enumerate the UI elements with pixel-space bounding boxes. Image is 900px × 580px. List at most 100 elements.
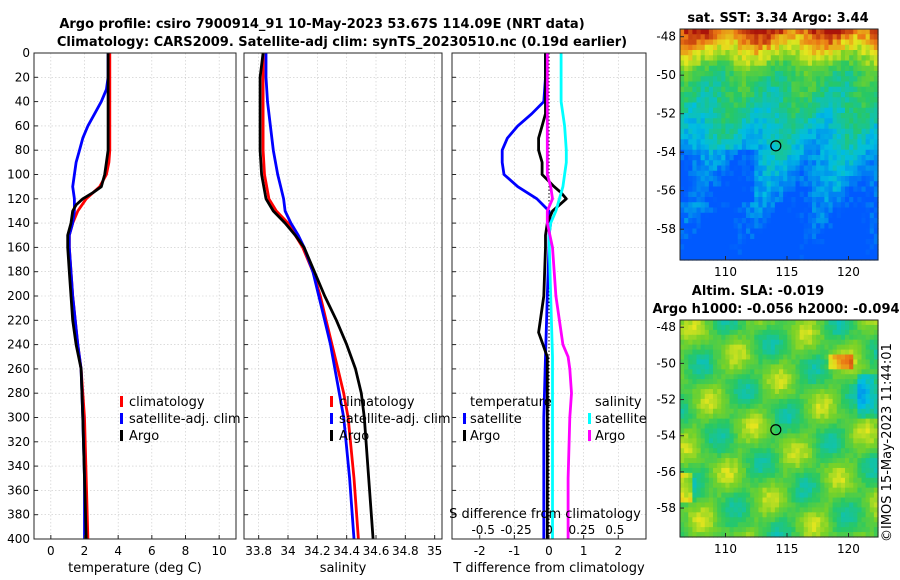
map-cell (779, 249, 784, 256)
map-cell (803, 254, 809, 261)
map-cell (721, 202, 726, 209)
map-cell (832, 76, 838, 83)
map-cell (733, 344, 739, 351)
map-cell (787, 160, 792, 167)
map-cell (696, 65, 702, 72)
map-cell (807, 487, 813, 494)
map-cell (729, 197, 735, 203)
map-cell (750, 492, 755, 499)
map-cell (713, 517, 718, 523)
map-cell (725, 443, 731, 449)
map-cell (704, 418, 710, 425)
map-cell (873, 418, 879, 425)
map-cell (779, 320, 784, 326)
map-cell (832, 527, 838, 533)
map-cell (713, 244, 718, 251)
map-cell (729, 443, 735, 449)
map-cell (696, 507, 702, 513)
map-cell (684, 55, 689, 62)
map-cell (770, 50, 776, 56)
map-cell (766, 34, 772, 41)
map-cell (692, 467, 698, 474)
map-cell (741, 463, 747, 469)
map-cell (783, 487, 788, 494)
map-cell (717, 244, 722, 251)
map-cell (688, 463, 693, 469)
map-cell (783, 527, 788, 533)
map-cell (770, 212, 776, 219)
map-cell (692, 81, 698, 88)
map-cell (861, 197, 867, 203)
map-cell (849, 527, 854, 533)
map-cell (746, 492, 751, 499)
map-cell (812, 244, 817, 251)
legend-climatology: climatology (129, 395, 205, 410)
map-cell (828, 379, 834, 385)
map-cell (840, 359, 846, 365)
map-cell (787, 39, 792, 46)
map-cell (869, 118, 875, 125)
map-cell (741, 389, 747, 395)
map-cell (754, 165, 759, 172)
map-cell (873, 29, 879, 35)
series-s-satellite (547, 53, 568, 539)
map-cell (869, 467, 875, 474)
map-cell (746, 384, 751, 390)
map-cell (807, 170, 813, 177)
map-cell (824, 448, 830, 454)
map-cell (787, 76, 792, 83)
map-cell (869, 254, 875, 261)
legend-t-argo-swatch (463, 430, 466, 441)
map-cell (799, 364, 805, 370)
map-cell (783, 517, 788, 523)
map-cell (688, 512, 693, 518)
map-cell (737, 413, 743, 420)
map-cell (807, 393, 813, 400)
map-cell (741, 453, 747, 459)
map-cell (729, 389, 735, 395)
map-cell (754, 76, 759, 83)
map-cell (741, 128, 747, 135)
map-cell (787, 369, 792, 375)
map-cell (770, 463, 776, 469)
map-cell (845, 92, 850, 98)
map-cell (770, 458, 776, 464)
map-cell (857, 374, 863, 380)
map-cell (774, 244, 780, 251)
map-cell (774, 65, 780, 72)
map-cell (795, 344, 801, 351)
map-cell (853, 202, 858, 209)
map-cell (803, 44, 809, 51)
map-cell (754, 482, 759, 489)
map-cell (750, 181, 755, 188)
map-cell (803, 149, 809, 156)
map-cell (787, 181, 792, 188)
map-cell (795, 527, 801, 533)
map-cell (704, 467, 710, 474)
map-cell (799, 202, 805, 209)
map-cell (865, 155, 871, 161)
map-cell (853, 487, 858, 494)
map-cell (766, 413, 772, 420)
map-cell (741, 71, 747, 77)
map-cell (684, 86, 689, 93)
map-cell (762, 181, 768, 188)
map-cell (741, 170, 747, 177)
map-cell (873, 97, 879, 104)
map-cell (704, 249, 710, 256)
map-cell (865, 482, 871, 489)
map-cell (807, 118, 813, 125)
map-cell (803, 428, 809, 435)
map-cell (700, 487, 706, 494)
map-cell (737, 354, 743, 361)
map-cell (704, 81, 710, 88)
map-cell (762, 329, 768, 336)
map-cell (820, 102, 825, 109)
map-cell (795, 497, 801, 504)
map-cell (799, 176, 805, 182)
map-cell (733, 97, 739, 104)
map-cell (861, 107, 867, 114)
map-cell (865, 497, 871, 504)
map-cell (845, 374, 850, 380)
map-cell (754, 81, 759, 88)
